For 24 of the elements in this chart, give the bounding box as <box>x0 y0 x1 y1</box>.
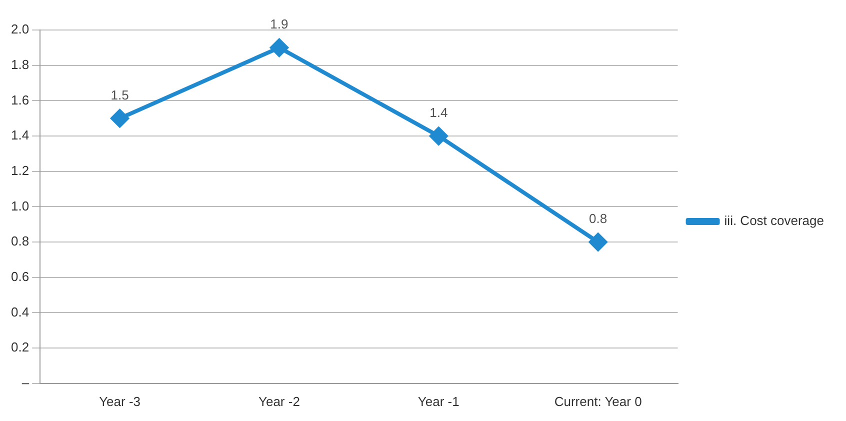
y-tick-label: 1.8 <box>10 56 30 72</box>
y-tick-label: 1.2 <box>10 162 30 178</box>
x-tick-label: Year -2 <box>258 394 300 409</box>
y-tick-label: 0.4 <box>10 304 30 320</box>
x-tick-label: Year -1 <box>418 394 460 409</box>
y-tick-label: 0.8 <box>10 234 30 249</box>
x-tick-label: Year -3 <box>99 394 141 409</box>
y-tick-label: – <box>22 374 30 390</box>
legend-label: iii. Cost coverage <box>724 213 824 228</box>
y-tick-label: 1.6 <box>10 92 30 108</box>
point <box>270 38 288 57</box>
y-tick-label: 0.2 <box>10 340 30 355</box>
point <box>110 109 129 128</box>
y-tick-label: 2.0 <box>10 22 30 37</box>
point <box>589 233 608 252</box>
y-tick-label: 1.0 <box>10 198 30 214</box>
y-tick-label: 0.6 <box>10 268 30 284</box>
y-tick-label: 1.4 <box>10 128 30 143</box>
data-label: 0.8 <box>589 211 608 226</box>
x-tick-label: Current: Year 0 <box>554 394 642 409</box>
data-label: 1.9 <box>270 16 288 32</box>
data-label: 1.5 <box>110 87 129 102</box>
data-label: 1.4 <box>430 105 448 120</box>
point <box>430 127 448 146</box>
